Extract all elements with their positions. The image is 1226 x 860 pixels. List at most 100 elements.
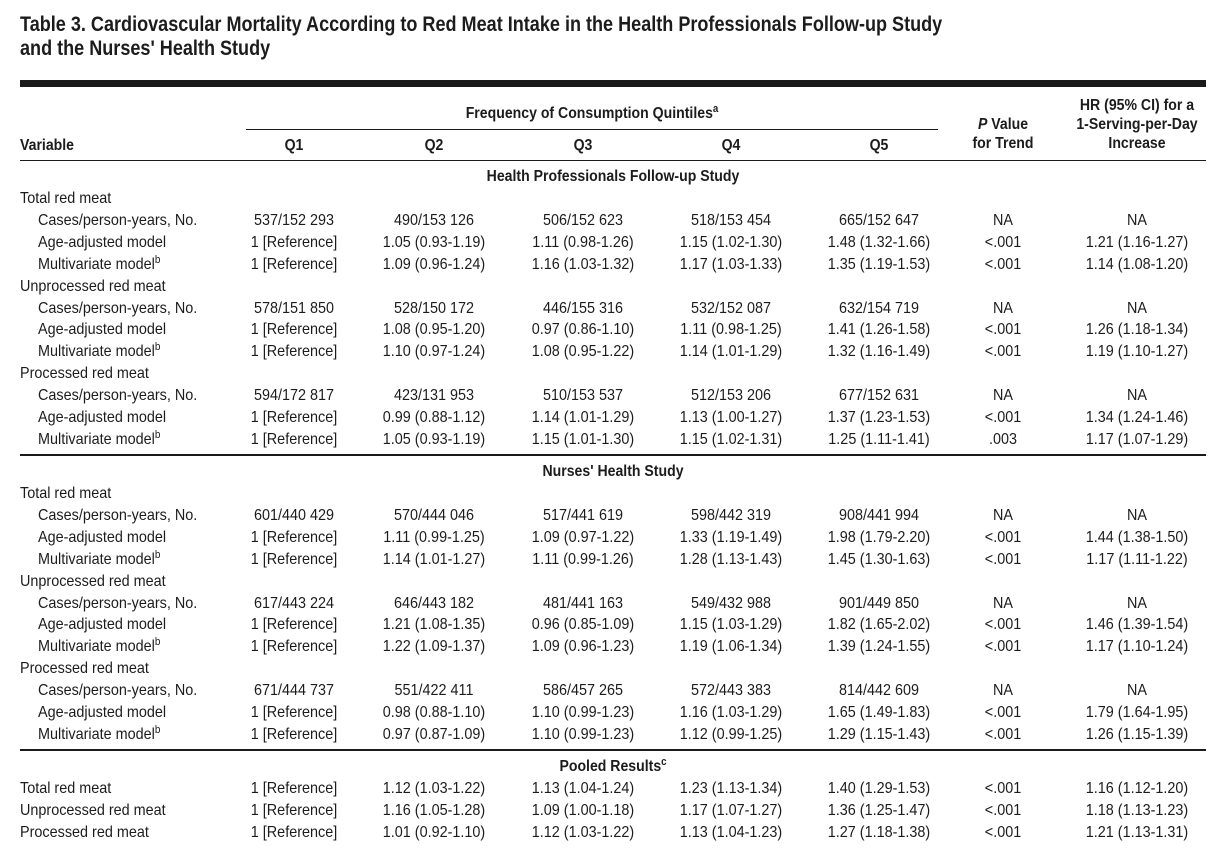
q2-header: Q2 xyxy=(424,137,444,154)
hr-cell: 1.44 (1.38-1.50) xyxy=(1085,528,1189,546)
hr-cell: NA xyxy=(1126,387,1148,405)
q1-cell: 1 [Reference] xyxy=(250,321,338,339)
q4-cell: 598/442 319 xyxy=(690,506,772,524)
q5-cell: 677/152 631 xyxy=(838,387,920,405)
q3-header: Q3 xyxy=(573,137,593,154)
p-trend-cell: <.001 xyxy=(984,616,1022,634)
header-bottom-rule xyxy=(20,160,1206,161)
q5-cell: 1.45 (1.30-1.63) xyxy=(827,550,931,568)
table-row: Multivariate modelb 1 [Reference] 1.05 (0.… xyxy=(0,429,1226,451)
q3-cell: 586/457 265 xyxy=(542,682,624,700)
q1-cell: 1 [Reference] xyxy=(250,409,338,426)
p-trend-header: P Value for Trend xyxy=(972,116,1034,152)
q2-cell: 1.11 (0.99-1.25) xyxy=(383,528,485,546)
group-label: Unprocessed red meat xyxy=(20,277,166,295)
group-row: Unprocessed red meat xyxy=(0,571,1226,593)
footnote-marker: b xyxy=(154,253,161,266)
q4-cell: 1.11 (0.98-1.25) xyxy=(680,321,782,339)
row-label: Multivariate modelb xyxy=(38,341,161,361)
group-row: Total red meat xyxy=(0,483,1226,505)
q2-cell: 1.05 (0.93-1.19) xyxy=(382,430,486,448)
hr-cell: 1.26 (1.15-1.39) xyxy=(1085,725,1189,743)
q3-cell: 481/441 163 xyxy=(542,594,624,612)
p-trend-cell: NA xyxy=(992,211,1014,229)
p-trend-cell: <.001 xyxy=(984,550,1022,568)
q3-cell: 0.96 (0.85-1.09) xyxy=(531,616,635,634)
row-label: Cases/person-years, No. xyxy=(38,682,198,700)
q5-cell: 1.36 (1.25-1.47) xyxy=(827,801,931,819)
table-row: Age-adjusted model 1 [Reference] 1.08 (0.9… xyxy=(0,319,1226,341)
q1-cell: 1 [Reference] xyxy=(250,801,338,819)
hr-cell: NA xyxy=(1126,594,1148,612)
q2-cell: 1.08 (0.95-1.20) xyxy=(382,321,486,339)
q1-cell: 537/152 293 xyxy=(253,211,335,229)
row-label: Multivariate modelb xyxy=(38,636,161,656)
hr-cell: 1.79 (1.64-1.95) xyxy=(1085,704,1189,721)
row-label: Cases/person-years, No. xyxy=(38,211,198,229)
p-trend-cell: <.001 xyxy=(984,704,1022,721)
q4-cell: 1.17 (1.03-1.33) xyxy=(679,255,783,273)
row-label: Age-adjusted model xyxy=(38,528,167,546)
q2-cell: 1.09 (0.96-1.24) xyxy=(382,255,486,273)
q1-cell: 1 [Reference] xyxy=(250,343,338,361)
q1-cell: 1 [Reference] xyxy=(250,725,338,743)
group-label: Unprocessed red meat xyxy=(20,572,166,590)
q4-cell: 549/432 988 xyxy=(690,594,772,612)
footnote-marker: b xyxy=(154,341,161,354)
hr-cell: 1.19 (1.10-1.27) xyxy=(1085,343,1189,361)
q4-cell: 1.19 (1.06-1.34) xyxy=(679,638,783,656)
q5-cell: 1.40 (1.29-1.53) xyxy=(827,780,931,797)
q1-cell: 617/443 224 xyxy=(253,594,335,612)
footnote-marker: b xyxy=(154,428,161,441)
footnote-marker: b xyxy=(154,636,161,649)
q4-cell: 1.15 (1.03-1.29) xyxy=(679,616,783,634)
q3-cell: 1.09 (1.00-1.18) xyxy=(531,801,635,819)
q2-cell: 1.01 (0.92-1.10) xyxy=(382,823,486,841)
hr-cell: NA xyxy=(1126,299,1148,317)
row-label: Age-adjusted model xyxy=(38,321,167,339)
section-title: Nurses' Health Study xyxy=(542,463,684,480)
q1-cell: 1 [Reference] xyxy=(250,233,338,251)
hr-header: HR (95% CI) for a 1-Serving-per-Day Incr… xyxy=(1076,97,1198,152)
table-row: Cases/person-years, No. 578/151 850 528/15… xyxy=(0,298,1226,320)
q1-cell: 1 [Reference] xyxy=(250,704,338,721)
top-thick-rule xyxy=(20,80,1206,87)
section-divider-rule xyxy=(20,749,1206,751)
table-row: Age-adjusted model 1 [Reference] 0.98 (0.8… xyxy=(0,702,1226,724)
q3-cell: 506/152 623 xyxy=(542,211,624,229)
p-trend-cell: <.001 xyxy=(984,409,1022,426)
table-row: Multivariate modelb 1 [Reference] 1.09 (0.… xyxy=(0,254,1226,276)
hr-cell: 1.21 (1.13-1.31) xyxy=(1085,823,1189,841)
row-label: Multivariate modelb xyxy=(38,253,161,273)
p-trend-cell: NA xyxy=(992,594,1014,612)
p-trend-cell: <.001 xyxy=(984,233,1022,251)
q1-cell: 1 [Reference] xyxy=(250,430,338,448)
hr-cell: NA xyxy=(1126,506,1148,524)
hr-cell: 1.17 (1.10-1.24) xyxy=(1085,638,1189,656)
group-label: Total red meat xyxy=(20,485,112,502)
q1-cell: 1 [Reference] xyxy=(250,638,338,656)
table-title-line-2: and the Nurses' Health Study xyxy=(20,37,271,60)
hr-cell: 1.14 (1.08-1.20) xyxy=(1085,255,1189,273)
q5-cell: 1.37 (1.23-1.53) xyxy=(827,409,931,426)
table-row: Age-adjusted model 1 [Reference] 1.05 (0.9… xyxy=(0,232,1226,254)
q3-cell: 510/153 537 xyxy=(542,387,624,405)
q4-cell: 532/152 087 xyxy=(690,299,772,317)
q1-cell: 578/151 850 xyxy=(253,299,335,317)
p-trend-cell: NA xyxy=(992,682,1014,700)
section-title: Health Professionals Follow-up Study xyxy=(486,168,740,185)
q3-cell: 1.14 (1.01-1.29) xyxy=(531,409,635,426)
group-row: Processed red meat xyxy=(0,658,1226,680)
table-row: Age-adjusted model 1 [Reference] 1.21 (1.0… xyxy=(0,614,1226,636)
q5-cell: 1.32 (1.16-1.49) xyxy=(827,343,931,361)
q1-cell: 1 [Reference] xyxy=(250,528,338,546)
q4-header: Q4 xyxy=(721,137,741,154)
row-label: Total red meat xyxy=(20,780,112,797)
table-row: Age-adjusted model 1 [Reference] 1.11 (0.9… xyxy=(0,527,1226,549)
q2-cell: 1.10 (0.97-1.24) xyxy=(382,343,486,361)
row-label: Age-adjusted model xyxy=(38,616,167,634)
row-label: Age-adjusted model xyxy=(38,409,167,426)
section-divider-rule xyxy=(20,454,1206,456)
q3-cell: 446/155 316 xyxy=(542,299,624,317)
